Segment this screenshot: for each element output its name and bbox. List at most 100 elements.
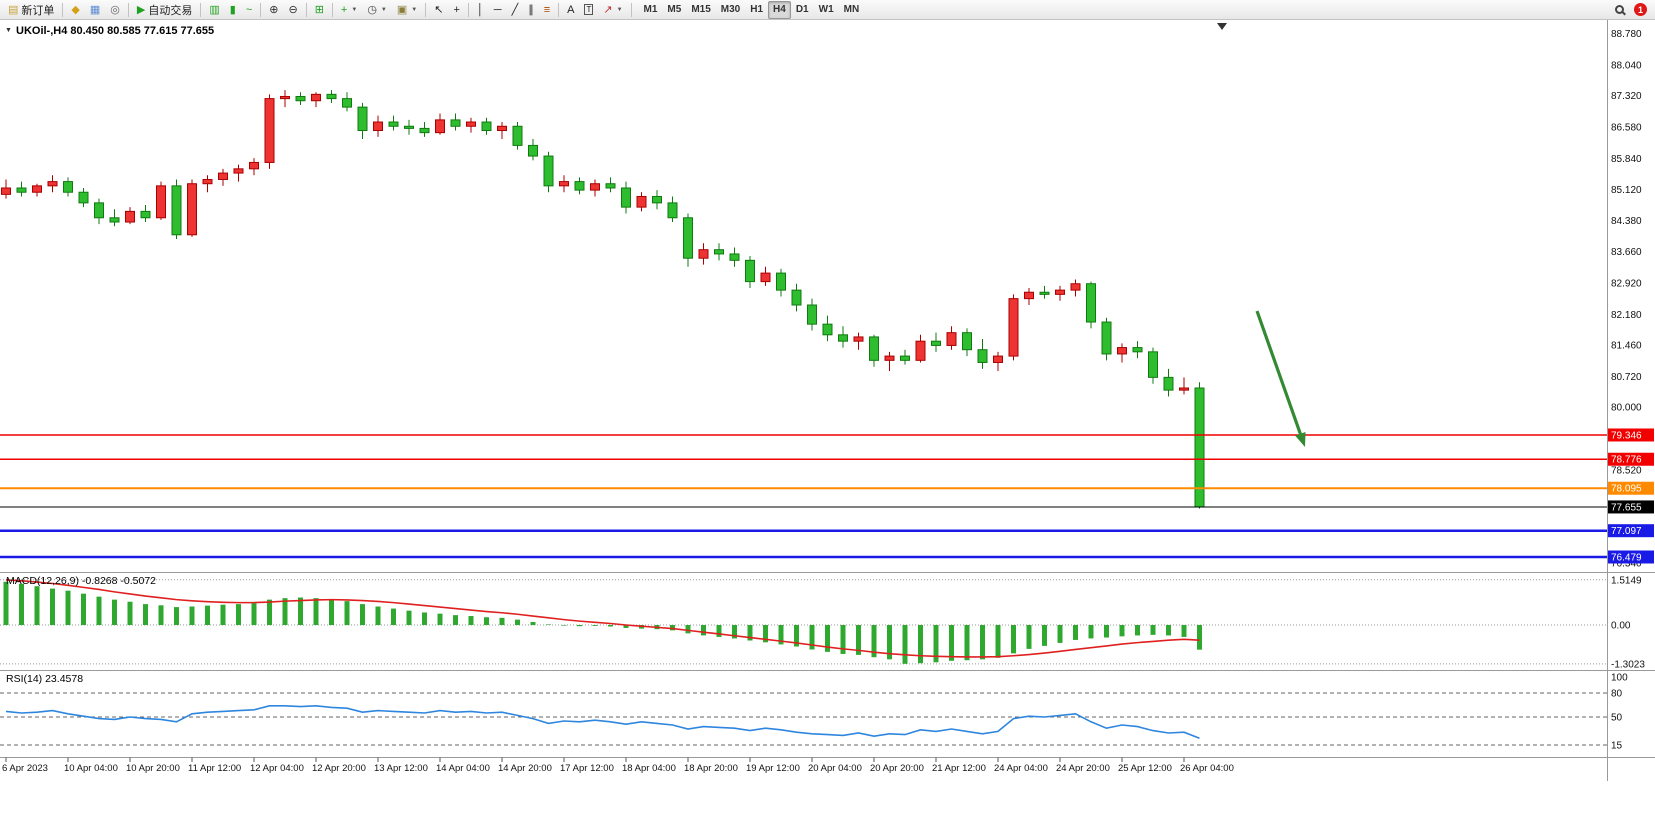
fibonacci-button[interactable]: ≡ <box>539 1 555 19</box>
candle-body <box>1039 291 1050 295</box>
new-order-button[interactable]: ▤ 新订单 <box>3 1 59 19</box>
bar-chart-icon: ▥ <box>209 3 220 16</box>
timeframe-d1[interactable]: D1 <box>791 1 814 19</box>
channel-button[interactable]: ∥ <box>523 1 539 19</box>
symbol-collapse-icon[interactable]: ▼ <box>5 27 12 34</box>
candle-body <box>32 185 42 193</box>
time-axis-label: 14 Apr 20:00 <box>498 763 552 774</box>
price-badge-label: 79.346 <box>1611 430 1642 441</box>
search-icon <box>1615 5 1624 14</box>
candle-body <box>342 98 352 108</box>
crosshair-button[interactable]: + <box>448 1 464 19</box>
new-order-button-label: 新订单 <box>21 4 55 17</box>
time-axis-label: 14 Apr 04:00 <box>436 763 490 774</box>
indicators-button[interactable]: + ▼ <box>336 1 362 19</box>
cursor-button[interactable]: ↖ <box>429 1 448 19</box>
candle-body <box>357 106 368 132</box>
annotation-arrow[interactable] <box>1255 310 1304 439</box>
timeframe-w1[interactable]: W1 <box>814 1 839 19</box>
search-button[interactable] <box>1610 1 1629 19</box>
timeframe-m15[interactable]: M15 <box>686 1 715 19</box>
candles <box>1 90 1205 509</box>
autotrading-icon: ▶ <box>136 3 146 16</box>
price-badge-label: 77.097 <box>1611 526 1642 537</box>
zoom-out-button[interactable]: ⊖ <box>283 1 302 19</box>
notification-badge[interactable]: 1 <box>1634 3 1647 16</box>
toolbar-separator <box>62 2 64 17</box>
candle-body <box>16 187 27 193</box>
arrows-button[interactable]: ↗ ▼ <box>598 1 627 19</box>
candle-body <box>512 125 523 146</box>
text-icon: A <box>567 3 575 16</box>
timeframe-h1[interactable]: H1 <box>745 1 768 19</box>
price-axis-label: 88.780 <box>1611 29 1642 40</box>
candle-body <box>78 191 89 204</box>
candle-body <box>326 93 337 100</box>
time-axis[interactable]: 6 Apr 2023 10 Apr 04:00 10 Apr 20:00 11 Apr… <box>2 757 1234 775</box>
time-axis-label: 19 Apr 12:00 <box>746 763 800 774</box>
tile-windows-button[interactable]: ⊞ <box>310 1 329 19</box>
timeframe-m5[interactable]: M5 <box>662 1 686 19</box>
candle-body <box>962 332 972 351</box>
trendline-button[interactable]: ╱ <box>507 1 524 19</box>
main-toolbar: ▤ 新订单 ◆ ▦ ◎ ▶ 自动交易 ▥ ▮ ~ ⊕ ⊖ ⊞ + ▼ ◷ ▼ ▣ ▼ ↖ + │ ─ ╱ ∥ ≡ A T ↗ ▼ M1 M5 M… <box>0 0 1655 20</box>
navigator-button[interactable]: ◎ <box>105 1 125 19</box>
macd-signal-line <box>5 579 1200 658</box>
toolbar-separator <box>425 2 427 17</box>
candle-body <box>109 217 120 223</box>
time-axis-label: 24 Apr 20:00 <box>1056 763 1110 774</box>
line-chart-button[interactable]: ~ <box>241 1 257 19</box>
rsi-line <box>5 704 1200 739</box>
price-badge-label: 76.479 <box>1611 552 1642 563</box>
candle-body <box>1132 347 1143 353</box>
templates-button[interactable]: ▣ ▼ <box>392 1 422 19</box>
candle-body <box>1163 376 1174 391</box>
candlestick-chart-button[interactable]: ▮ <box>225 1 241 19</box>
arrows-icon: ↗ <box>603 3 613 16</box>
periods-button[interactable]: ◷ ▼ <box>362 1 392 19</box>
bar-chart-button[interactable]: ▥ <box>204 1 224 19</box>
horizontal-line-button[interactable]: ─ <box>489 1 507 19</box>
candle-body <box>1055 289 1065 295</box>
candle-body <box>869 336 879 361</box>
candle-body <box>1148 351 1158 378</box>
profiles-button[interactable]: ▦ <box>85 1 105 19</box>
time-axis-label: 20 Apr 20:00 <box>870 763 924 774</box>
rsi-panel: 100 80 50 15 <box>0 673 1628 752</box>
price-badge-label: 78.095 <box>1611 484 1642 495</box>
timeframe-mn[interactable]: MN <box>839 1 865 19</box>
price-level-badge <box>1608 452 1654 466</box>
price-axis-label: 76.340 <box>1611 558 1642 569</box>
candle-body <box>295 95 306 102</box>
candle-body <box>249 161 259 170</box>
time-axis-label: 10 Apr 04:00 <box>64 763 118 774</box>
dropdown-caret-icon: ▼ <box>351 6 358 13</box>
tile-windows-icon: ⊞ <box>314 3 324 16</box>
autotrading-button[interactable]: ▶ 自动交易 <box>132 1 197 19</box>
timeframe-h4[interactable]: H4 <box>768 0 791 19</box>
candle-body <box>853 336 864 342</box>
timeframe-m1[interactable]: M1 <box>639 1 663 19</box>
macd-scale-label: 1.5149 <box>1611 575 1642 586</box>
text-button[interactable]: A <box>562 1 579 19</box>
candle-body <box>559 181 569 187</box>
dropdown-caret-icon: ▼ <box>411 6 418 13</box>
candle-body <box>373 121 383 132</box>
text-label-button[interactable]: T <box>579 1 598 19</box>
price-axis[interactable]: 88.780 88.040 87.320 86.580 85.840 85.120 84.3… <box>1608 29 1654 569</box>
new-chart-button[interactable]: ◆ <box>66 1 84 19</box>
vertical-line-button[interactable]: │ <box>472 1 489 19</box>
zoom-in-button[interactable]: ⊕ <box>264 1 283 19</box>
periods-icon: ◷ <box>367 3 377 16</box>
candle-body <box>218 172 228 180</box>
candle-body <box>419 127 430 134</box>
price-axis-label: 84.380 <box>1611 216 1642 227</box>
timeframe-label: W1 <box>818 4 834 15</box>
candlestick-chart-icon: ▮ <box>229 3 236 16</box>
candle-body <box>497 125 507 132</box>
candle-body <box>156 185 166 219</box>
chart-shift-marker-icon[interactable] <box>1217 23 1227 30</box>
timeframe-m30[interactable]: M30 <box>716 1 745 19</box>
price-axis-label: 86.580 <box>1611 123 1642 134</box>
